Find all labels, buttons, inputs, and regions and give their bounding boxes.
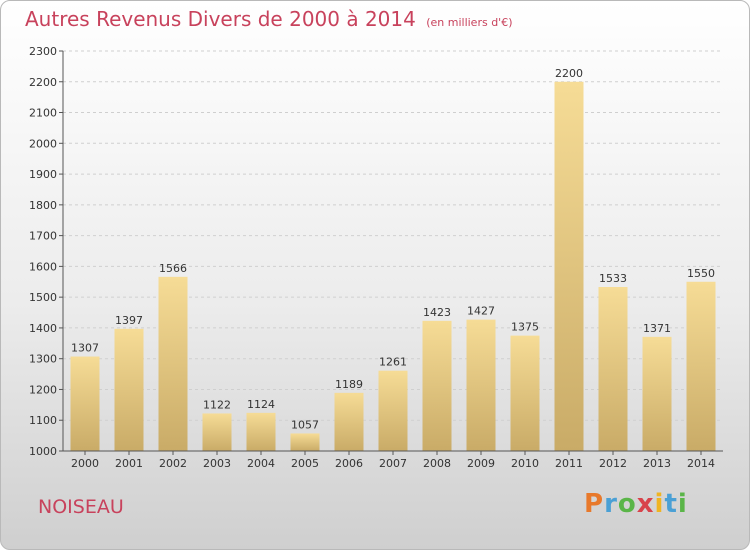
y-tick-label: 2300 xyxy=(29,45,57,58)
chart-title: Autres Revenus Divers de 2000 à 2014 (en… xyxy=(25,7,513,31)
bar-2008[interactable] xyxy=(422,320,452,451)
data-label-2007: 1261 xyxy=(379,356,407,369)
x-tick-label-2013: 2013 xyxy=(643,457,671,470)
data-label-2011: 2200 xyxy=(555,67,583,80)
logo-letter: t xyxy=(664,489,678,519)
y-tick-label: 1300 xyxy=(29,353,57,366)
x-tick-label-2003: 2003 xyxy=(203,457,231,470)
x-tick-label-2011: 2011 xyxy=(555,457,583,470)
data-label-2008: 1423 xyxy=(423,306,451,319)
chart-title-text: Autres Revenus Divers de 2000 à 2014 xyxy=(25,7,416,31)
bar-2001[interactable] xyxy=(114,328,144,451)
x-tick-label-2002: 2002 xyxy=(159,457,187,470)
y-tick-label: 1200 xyxy=(29,383,57,396)
y-tick-label: 1600 xyxy=(29,260,57,273)
x-tick-label-2014: 2014 xyxy=(687,457,715,470)
bar-2006[interactable] xyxy=(334,392,364,451)
x-tick-label-2010: 2010 xyxy=(511,457,539,470)
y-tick-label: 1100 xyxy=(29,414,57,427)
data-label-2014: 1550 xyxy=(687,267,715,280)
x-tick-label-2009: 2009 xyxy=(467,457,495,470)
data-label-2005: 1057 xyxy=(291,418,319,431)
data-label-2013: 1371 xyxy=(643,322,671,335)
proxiti-logo[interactable]: Proxiti xyxy=(584,489,688,519)
bar-2002[interactable] xyxy=(158,276,188,451)
chart-subtitle: (en milliers d'€) xyxy=(426,16,513,29)
bar-2007[interactable] xyxy=(378,370,408,451)
bar-2009[interactable] xyxy=(466,319,496,451)
y-tick-label: 1000 xyxy=(29,445,57,458)
logo-letter: i xyxy=(677,489,688,519)
data-label-2004: 1124 xyxy=(247,398,275,411)
x-tick-label-2012: 2012 xyxy=(599,457,627,470)
y-tick-label: 2200 xyxy=(29,76,57,89)
x-tick-label-2004: 2004 xyxy=(247,457,275,470)
x-tick-label-2000: 2000 xyxy=(71,457,99,470)
bar-2010[interactable] xyxy=(510,335,540,451)
y-tick-label: 2000 xyxy=(29,137,57,150)
x-tick-label-2008: 2008 xyxy=(423,457,451,470)
logo-letter: x xyxy=(636,489,655,519)
bar-2005[interactable] xyxy=(290,433,320,451)
y-tick-label: 2100 xyxy=(29,107,57,120)
x-tick-label-2005: 2005 xyxy=(291,457,319,470)
y-tick-label: 1700 xyxy=(29,230,57,243)
bar-2011[interactable] xyxy=(554,81,584,452)
data-label-2001: 1397 xyxy=(115,314,143,327)
logo-letter: r xyxy=(604,489,618,519)
bar-2003[interactable] xyxy=(202,413,232,451)
place-name: NOISEAU xyxy=(38,496,124,518)
data-label-2012: 1533 xyxy=(599,272,627,285)
bar-2012[interactable] xyxy=(598,287,628,451)
y-tick-label: 1400 xyxy=(29,322,57,335)
x-tick-label-2007: 2007 xyxy=(379,457,407,470)
y-tick-label: 1900 xyxy=(29,168,57,181)
data-label-2010: 1375 xyxy=(511,321,539,334)
y-tick-label: 1500 xyxy=(29,291,57,304)
logo-letter: i xyxy=(654,489,665,519)
data-label-2003: 1122 xyxy=(203,398,231,411)
bar-2004[interactable] xyxy=(246,412,276,451)
data-label-2002: 1566 xyxy=(159,262,187,275)
data-label-2006: 1189 xyxy=(335,378,363,391)
x-tick-label-2006: 2006 xyxy=(335,457,363,470)
logo-letter: o xyxy=(617,489,637,519)
logo-letter: P xyxy=(584,489,605,519)
y-tick-label: 1800 xyxy=(29,199,57,212)
data-label-2000: 1307 xyxy=(71,342,99,355)
bar-2000[interactable] xyxy=(70,356,100,451)
bar-2014[interactable] xyxy=(686,281,716,451)
data-label-2009: 1427 xyxy=(467,305,495,318)
bar-2013[interactable] xyxy=(642,336,672,451)
x-tick-label-2001: 2001 xyxy=(115,457,143,470)
